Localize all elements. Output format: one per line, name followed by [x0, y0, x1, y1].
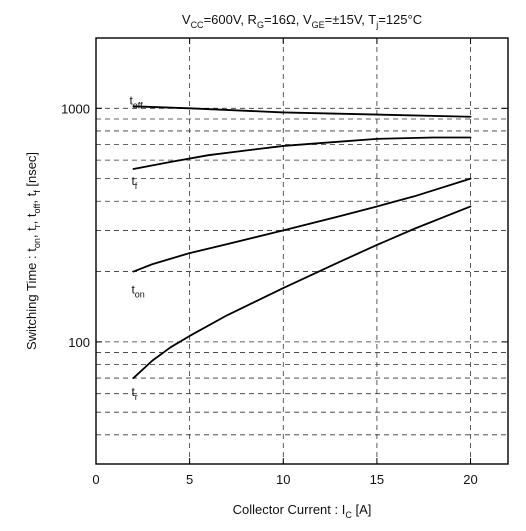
x-tick-label: 10 [276, 472, 290, 487]
x-tick-label: 15 [370, 472, 384, 487]
series-label-t-on: ton [131, 283, 144, 300]
x-tick-label: 0 [92, 472, 99, 487]
series-lines [132, 105, 472, 379]
y-axis-title: Switching Time : ton, tr, toff, tf [nsec… [24, 152, 42, 350]
grid-lines [96, 38, 508, 464]
x-tick-label: 5 [186, 472, 193, 487]
axis-ticks [95, 38, 508, 464]
series-label-t-off: toff [129, 93, 143, 110]
x-tick-label: 20 [463, 472, 477, 487]
y-tick-label: 1000 [61, 101, 90, 116]
x-axis-title: Collector Current : IC [A] [233, 502, 372, 520]
series-line-t-on [132, 177, 472, 273]
plot-frame [95, 37, 509, 465]
series-line-t-r [132, 205, 472, 379]
series-line-t-off [132, 105, 472, 118]
series-line-t-f [132, 136, 472, 170]
series-label-t-f: tf [131, 174, 137, 191]
chart-title: VCC=600V, RG=16Ω, VGE=±15V, Tj=125°C [182, 12, 422, 30]
y-tick-label: 100 [68, 335, 90, 350]
series-label-t-r: tr [131, 385, 137, 402]
labels: 0 5 10 15 20 100 1000 toff tf ton tr VCC=600V, RG=1… [24, 12, 478, 520]
